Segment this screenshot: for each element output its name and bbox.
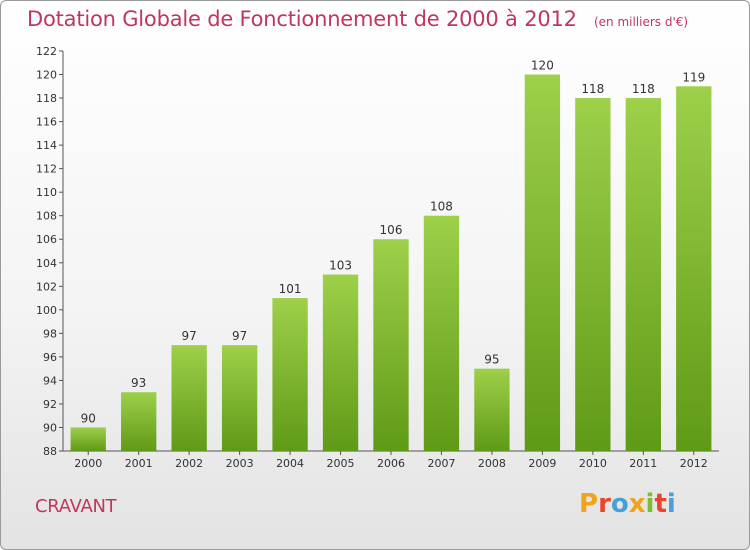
y-tick-label: 104 — [36, 257, 57, 270]
value-label: 103 — [329, 259, 352, 273]
bar-2005 — [322, 274, 359, 451]
bar-2008 — [474, 368, 510, 451]
y-tick-label: 112 — [36, 163, 57, 176]
value-label: 97 — [232, 329, 247, 343]
bar-2009 — [524, 74, 561, 451]
y-tick-label: 102 — [36, 280, 57, 293]
bar-2000 — [70, 427, 106, 451]
logo-letter: i — [666, 489, 676, 519]
x-tick-label: 2004 — [276, 457, 304, 470]
x-tick-label: 2009 — [528, 457, 556, 470]
y-tick-label: 94 — [43, 374, 57, 387]
chart-title: Dotation Globale de Fonctionnement de 20… — [27, 7, 577, 31]
bar-2010 — [575, 98, 611, 451]
x-tick-label: 2010 — [579, 457, 607, 470]
value-label: 101 — [279, 282, 302, 296]
bar-2007 — [423, 215, 460, 451]
value-label: 119 — [682, 70, 705, 84]
x-tick-label: 2006 — [377, 457, 405, 470]
logo-letter: o — [610, 489, 629, 519]
value-label: 97 — [182, 329, 197, 343]
bar-2012 — [676, 86, 712, 451]
value-label: 93 — [131, 376, 146, 390]
x-tick-label: 2002 — [175, 457, 203, 470]
bar-2011 — [625, 98, 661, 451]
value-label: 90 — [81, 411, 96, 425]
logo-letter: x — [628, 489, 646, 519]
value-label: 106 — [380, 223, 403, 237]
y-tick-label: 110 — [36, 186, 57, 199]
value-label: 120 — [531, 59, 554, 73]
x-tick-label: 2003 — [226, 457, 254, 470]
x-tick-label: 2008 — [478, 457, 506, 470]
y-tick-label: 116 — [36, 116, 57, 129]
logo-letter: P — [579, 489, 599, 519]
value-label: 108 — [430, 200, 453, 214]
x-tick-label: 2001 — [125, 457, 153, 470]
value-label: 95 — [484, 353, 499, 367]
x-tick-label: 2007 — [427, 457, 455, 470]
bar-2002 — [171, 345, 207, 451]
commune-name: CRAVANT — [35, 496, 117, 517]
logo-letter: r — [598, 489, 611, 519]
y-tick-label: 98 — [43, 327, 57, 340]
logo-letter: t — [654, 489, 667, 519]
bar-2003 — [221, 345, 258, 451]
logo-letter: i — [645, 489, 655, 519]
y-tick-label: 122 — [36, 45, 57, 58]
x-tick-label: 2000 — [74, 457, 102, 470]
y-tick-label: 100 — [36, 304, 57, 317]
y-tick-label: 96 — [43, 351, 57, 364]
y-tick-label: 108 — [36, 210, 57, 223]
x-tick-label: 2012 — [680, 457, 708, 470]
title-block: Dotation Globale de Fonctionnement de 20… — [27, 7, 688, 31]
y-tick-label: 106 — [36, 233, 57, 246]
chart-bars — [70, 74, 712, 451]
y-tick-label: 88 — [43, 445, 57, 458]
proxiti-logo[interactable]: Proxiti — [579, 489, 676, 519]
y-tick-label: 114 — [36, 139, 57, 152]
y-tick-label: 90 — [43, 421, 57, 434]
bar-2004 — [272, 298, 308, 451]
y-tick-label: 118 — [36, 92, 57, 105]
bar-2006 — [373, 239, 409, 451]
chart-subtitle: (en milliers d'€) — [593, 15, 689, 29]
y-tick-label: 120 — [36, 69, 57, 82]
value-label: 118 — [632, 82, 655, 96]
x-tick-label: 2005 — [327, 457, 355, 470]
y-tick-label: 92 — [43, 398, 57, 411]
x-tick-label: 2011 — [629, 457, 657, 470]
bar-2001 — [121, 392, 157, 451]
chart-labels: 88 90 92 94 96 98 100 102 104 106 108 110 112 114 116 1… — [36, 45, 708, 470]
value-label: 118 — [581, 82, 604, 96]
